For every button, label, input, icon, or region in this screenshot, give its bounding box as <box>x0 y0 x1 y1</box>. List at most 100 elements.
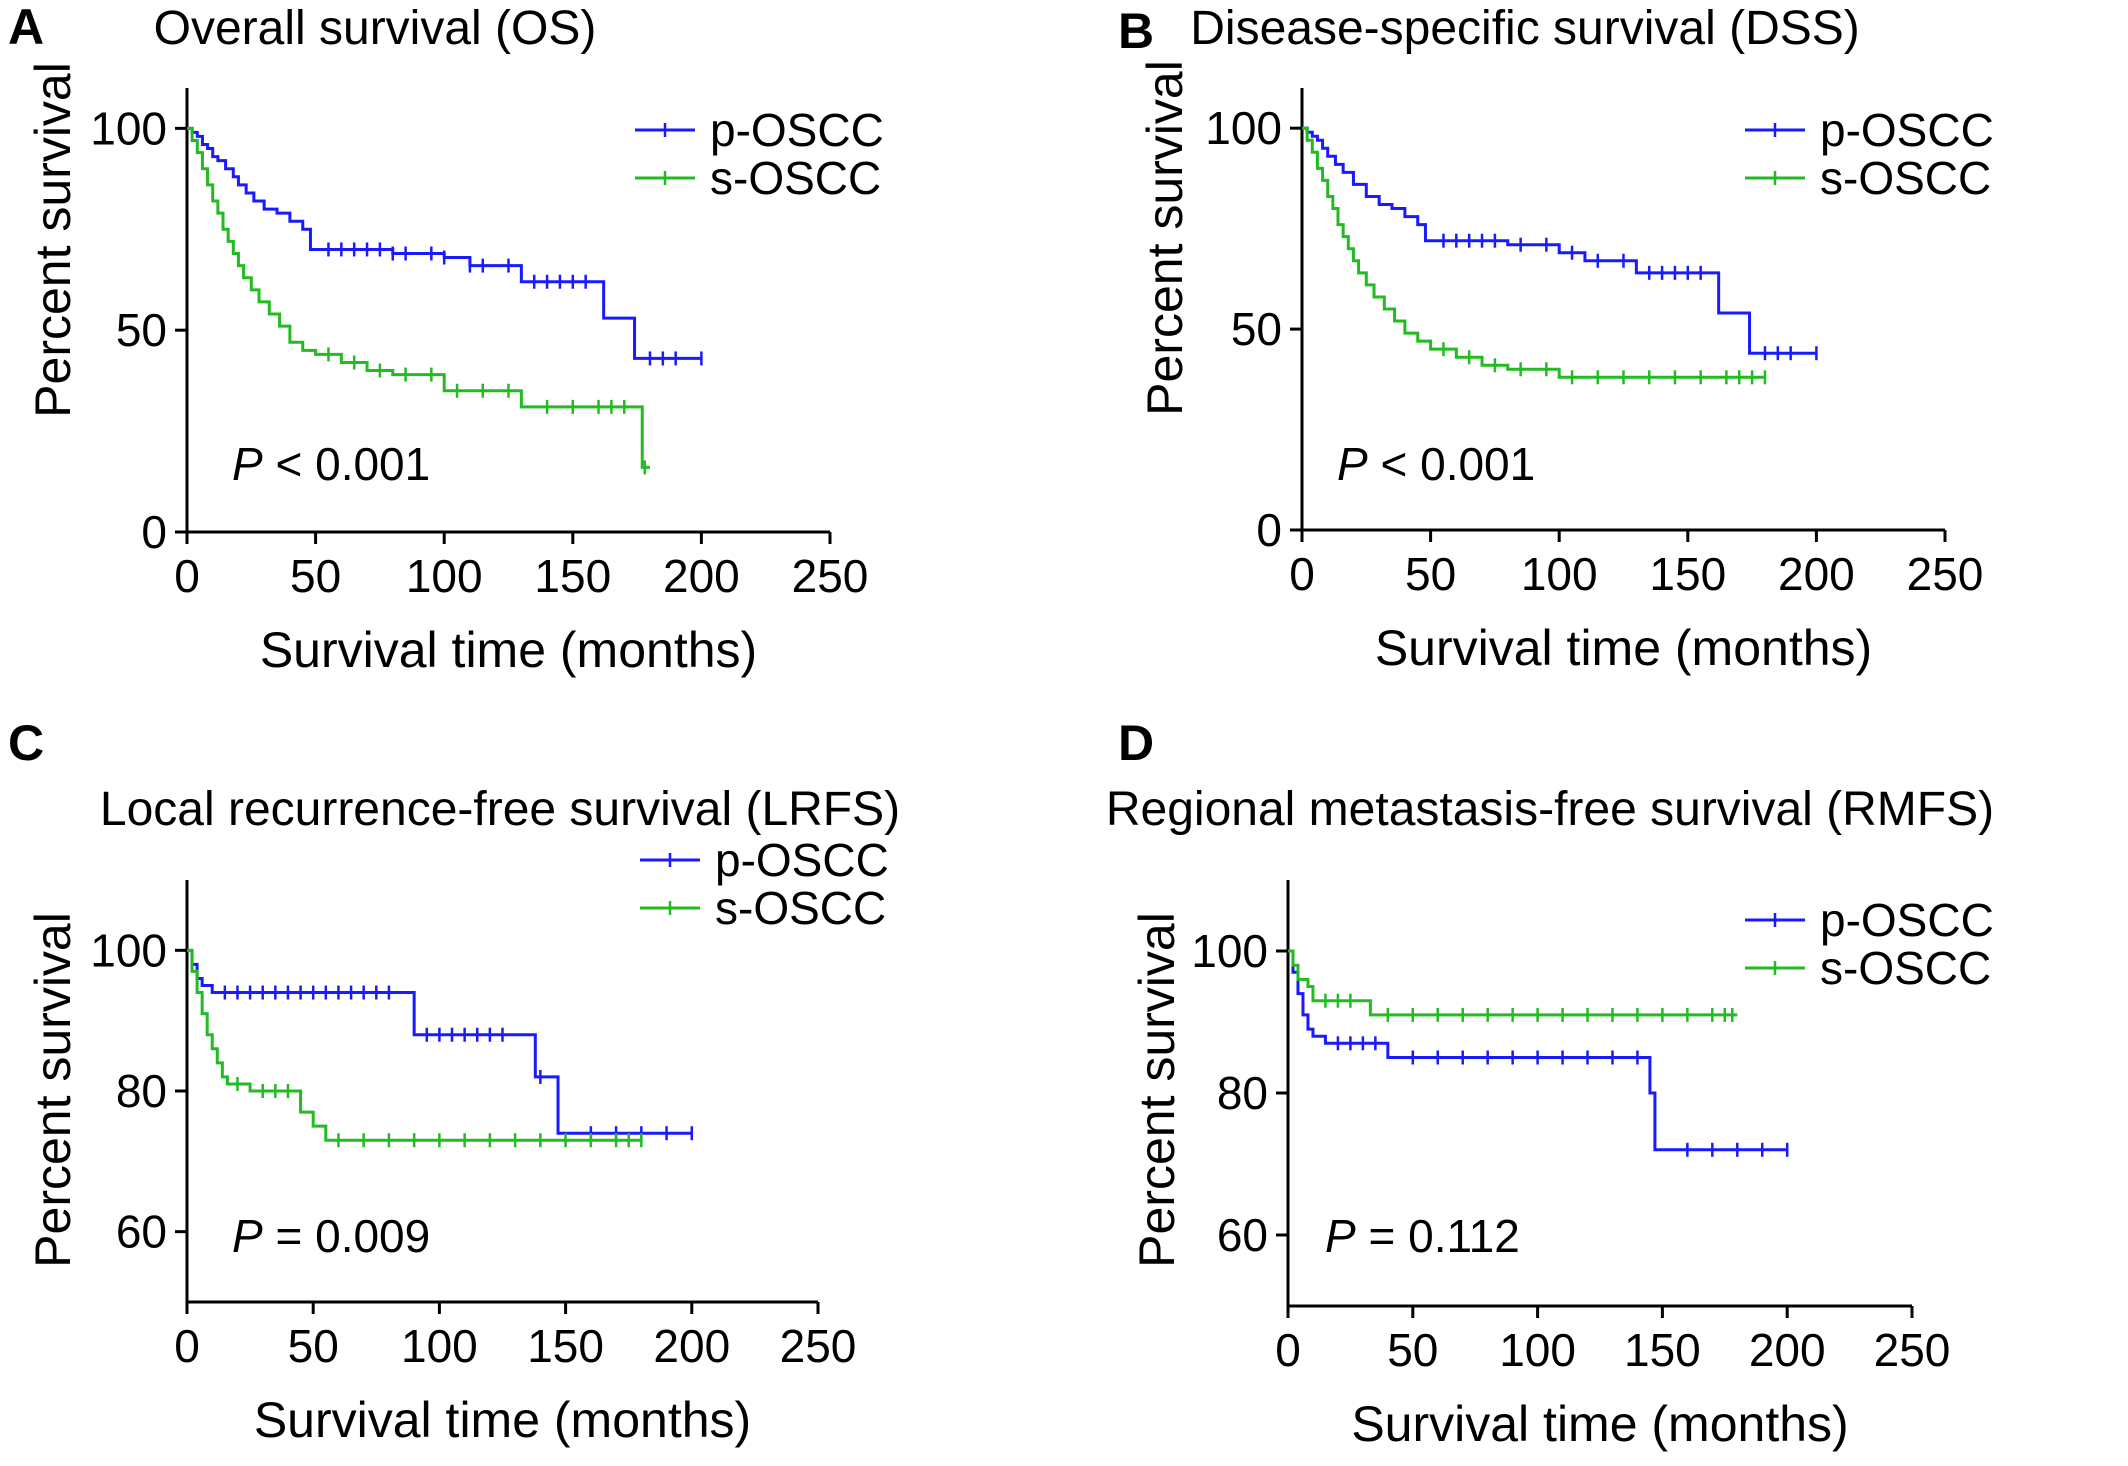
panel-letter: D <box>1118 715 1154 771</box>
y-axis-label: Percent survival <box>1137 60 1193 416</box>
survival-curve-s-oscc <box>1302 126 1765 379</box>
legend-entry-s-oscc: s-OSCC <box>640 882 886 934</box>
y-axis-label: Percent survival <box>25 912 81 1268</box>
series-s-oscc <box>1288 949 1738 1022</box>
y-tick-label: 100 <box>1191 925 1268 977</box>
survival-curve-p-oscc <box>1302 126 1817 355</box>
p-symbol: P <box>232 1210 263 1262</box>
legend-entry-s-oscc: s-OSCC <box>635 152 881 204</box>
p-symbol: P <box>232 438 263 490</box>
y-tick-label: 60 <box>116 1206 167 1258</box>
survival-curve-p-oscc <box>187 126 702 360</box>
x-axis-label: Survival time (months) <box>1375 620 1872 676</box>
x-tick-label: 50 <box>1405 548 1456 600</box>
x-tick-label: 0 <box>1275 1324 1301 1376</box>
x-tick-label: 150 <box>1649 548 1726 600</box>
series-s-oscc <box>187 948 643 1148</box>
legend-entry-p-oscc: p-OSCC <box>635 104 884 156</box>
x-tick-label: 150 <box>527 1320 604 1372</box>
p-value-text: < 0.001 <box>1380 438 1535 490</box>
x-tick-label: 0 <box>174 1320 200 1372</box>
y-tick-label: 0 <box>1256 504 1282 556</box>
panel-letter: B <box>1118 3 1154 59</box>
x-axis-label: Survival time (months) <box>254 1392 751 1448</box>
p-spacer <box>1356 1210 1369 1262</box>
x-tick-label: 200 <box>663 550 740 602</box>
chart-panel-b: B Disease-specific survival (DSS) 0 50 100 15… <box>1118 2 1994 676</box>
y-tick-label: 50 <box>1231 303 1282 355</box>
panel-title: Regional metastasis-free survival (RMFS) <box>1106 783 1994 836</box>
x-tick-label: 0 <box>1289 548 1315 600</box>
x-tick-label: 250 <box>1907 548 1984 600</box>
x-tick-label: 250 <box>792 550 869 602</box>
survival-curve-s-oscc <box>187 126 650 469</box>
p-spacer <box>263 438 276 490</box>
x-axis-label: Survival time (months) <box>1351 1396 1848 1452</box>
y-tick-label: 100 <box>90 924 167 976</box>
x-tick-label: 250 <box>780 1320 857 1372</box>
x-tick-label: 100 <box>1499 1324 1576 1376</box>
series-s-oscc <box>187 126 650 475</box>
y-tick-label: 80 <box>1217 1067 1268 1119</box>
p-value-annotation: P = 0.009 <box>232 1210 430 1262</box>
survival-curve-p-oscc <box>187 948 692 1135</box>
chart-panel-a: A Overall survival (OS) 0 50 100 150 200 250 0 50… <box>8 0 884 678</box>
x-tick-label: 250 <box>1874 1324 1951 1376</box>
y-axis-label: Percent survival <box>1129 912 1185 1268</box>
x-tick-label: 200 <box>1749 1324 1826 1376</box>
series-p-oscc <box>187 948 694 1141</box>
x-tick-label: 200 <box>1778 548 1855 600</box>
p-value-annotation: P < 0.001 <box>1337 438 1535 490</box>
p-spacer <box>263 1210 276 1262</box>
p-symbol: P <box>1337 438 1368 490</box>
x-axis-label: Survival time (months) <box>260 622 757 678</box>
panel-title: Local recurrence-free survival (LRFS) <box>100 783 900 836</box>
series-s-oscc <box>1302 126 1767 385</box>
p-value-text: = 0.112 <box>1368 1210 1519 1262</box>
x-tick-label: 50 <box>288 1320 339 1372</box>
p-value-text: < 0.001 <box>275 438 430 490</box>
legend-label: s-OSCC <box>710 152 881 204</box>
survival-curve-s-oscc <box>1288 949 1738 1017</box>
legend-entry-s-oscc: s-OSCC <box>1745 942 1991 994</box>
x-tick-label: 0 <box>174 550 200 602</box>
p-value-annotation: P = 0.112 <box>1325 1210 1520 1262</box>
survival-curve-p-oscc <box>1288 949 1788 1152</box>
legend-label: s-OSCC <box>1820 942 1991 994</box>
y-tick-label: 100 <box>1205 102 1282 154</box>
legend-label: p-OSCC <box>1820 894 1994 946</box>
panel-title: Overall survival (OS) <box>154 2 597 55</box>
legend-label: p-OSCC <box>710 104 884 156</box>
legend-entry-p-oscc: p-OSCC <box>1745 104 1994 156</box>
legend-label: p-OSCC <box>715 834 889 886</box>
panel-title: Disease-specific survival (DSS) <box>1190 2 1860 55</box>
x-tick-label: 100 <box>406 550 483 602</box>
y-tick-label: 0 <box>141 506 167 558</box>
panel-letter: C <box>8 715 44 771</box>
legend-label: s-OSCC <box>715 882 886 934</box>
x-tick-label: 50 <box>1387 1324 1438 1376</box>
y-tick-label: 100 <box>90 102 167 154</box>
y-axis-label: Percent survival <box>25 62 81 418</box>
p-value-annotation: P < 0.001 <box>232 438 430 490</box>
x-tick-label: 100 <box>401 1320 478 1372</box>
survival-curve-s-oscc <box>187 948 642 1142</box>
legend-entry-s-oscc: s-OSCC <box>1745 152 1991 204</box>
series-p-oscc <box>1302 126 1818 361</box>
y-tick-label: 80 <box>116 1065 167 1117</box>
chart-panel-c: C Local recurrence-free survival (LRFS) 0 5… <box>8 715 900 1448</box>
x-tick-label: 150 <box>534 550 611 602</box>
p-symbol: P <box>1325 1210 1356 1262</box>
x-tick-label: 50 <box>290 550 341 602</box>
p-spacer <box>1368 438 1381 490</box>
x-tick-label: 150 <box>1624 1324 1701 1376</box>
series-p-oscc <box>187 126 703 366</box>
legend-entry-p-oscc: p-OSCC <box>640 834 889 886</box>
y-tick-label: 60 <box>1217 1209 1268 1261</box>
panel-letter: A <box>8 0 44 55</box>
p-value-text: = 0.009 <box>275 1210 430 1262</box>
series-p-oscc <box>1288 949 1789 1157</box>
x-tick-label: 100 <box>1521 548 1598 600</box>
x-tick-label: 200 <box>653 1320 730 1372</box>
